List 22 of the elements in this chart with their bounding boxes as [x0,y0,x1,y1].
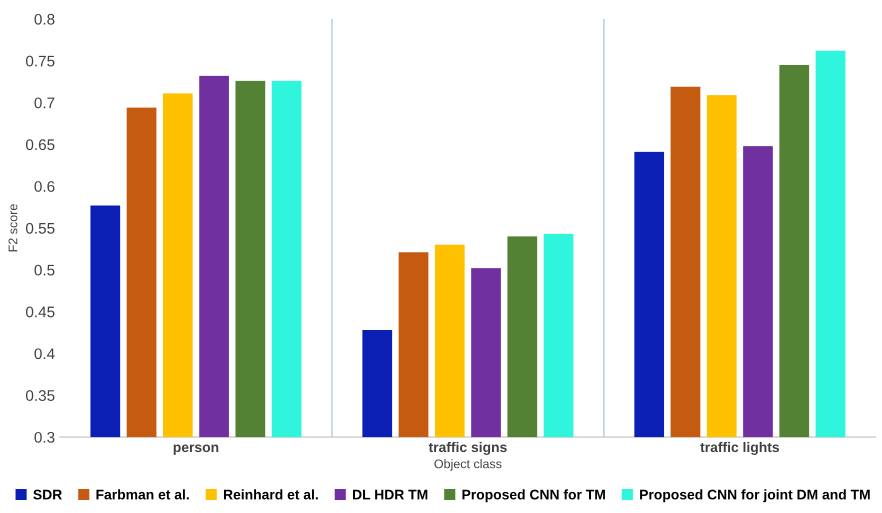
legend-label: Proposed CNN for TM [462,489,605,502]
legend-label: Reinhard et al. [224,489,318,500]
y-tick-label: 0.5 [34,264,54,276]
legend-label: Farbman et al. [96,489,189,500]
x-axis-title: Object class [434,459,502,471]
y-tick-label: 0.75 [26,56,54,66]
x-tick-label: traffic signs [428,442,507,455]
y-tick-label: 0.65 [26,139,54,150]
x-tick-label: traffic lights [700,442,780,455]
legend-label: DL HDR TM [353,490,428,500]
y-axis-title: F2 score [8,204,18,252]
y-tick-label: 0.3 [34,432,54,443]
y-tick-label: 0.35 [26,390,54,401]
y-tick-label: 0.45 [26,306,54,318]
legend-label: SDR [33,490,62,500]
y-tick-label: 0.55 [26,222,54,234]
y-tick-label: 0.6 [34,181,54,192]
x-tick-label: person [174,444,218,455]
legend-label: Proposed CNN for joint DM and TM [640,489,870,502]
y-tick-label: 0.4 [34,348,55,360]
y-tick-label: 0.7 [34,97,54,108]
y-tick-label: 0.8 [34,14,54,25]
